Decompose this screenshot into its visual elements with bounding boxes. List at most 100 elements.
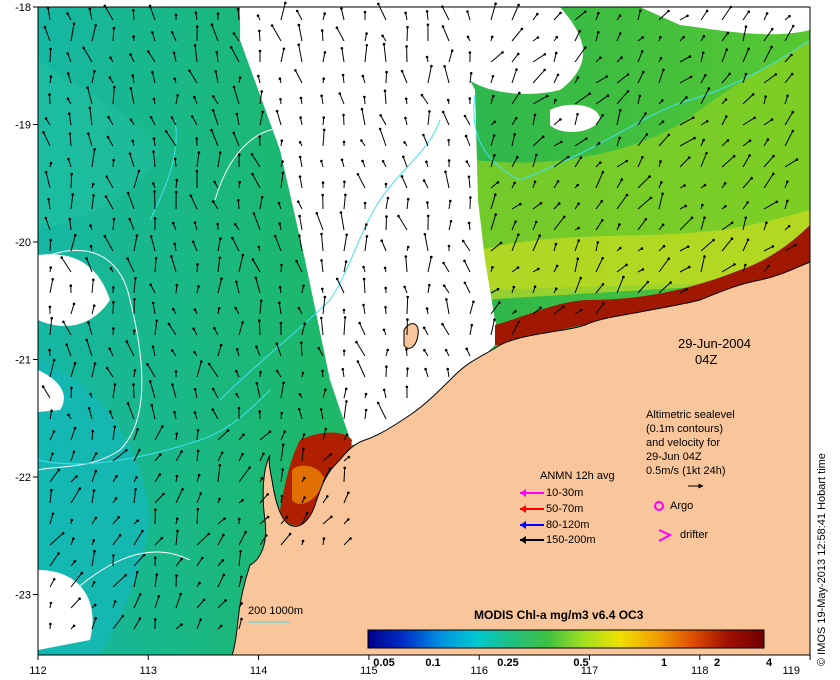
velocity-vector xyxy=(490,155,495,168)
velocity-vector xyxy=(91,71,95,84)
velocity-vector xyxy=(49,359,55,378)
velocity-vector-head xyxy=(218,256,222,260)
date-label: 29-Jun-2004 xyxy=(678,336,751,351)
colorbar-tick-label: 0.25 xyxy=(497,657,519,669)
velocity-vector-head xyxy=(298,141,302,144)
velocity-vector-head xyxy=(576,183,579,187)
velocity-vector-head xyxy=(199,618,202,621)
anmn-legend-title: ANMN 12h avg xyxy=(540,470,615,482)
velocity-vector xyxy=(190,195,198,210)
colorbar-tick-label: 4 xyxy=(765,657,773,669)
velocity-vector-head xyxy=(50,409,53,413)
velocity-vector xyxy=(70,363,76,378)
velocity-vector-head xyxy=(258,49,262,53)
velocity-vector-head xyxy=(725,48,728,51)
velocity-vector xyxy=(442,111,450,126)
velocity-vector xyxy=(448,200,451,210)
velocity-vector-head xyxy=(256,14,260,17)
velocity-vector xyxy=(364,45,368,63)
velocity-vector-head xyxy=(159,453,162,457)
velocity-vector xyxy=(658,258,670,273)
velocity-vector xyxy=(151,72,156,84)
velocity-vector xyxy=(154,426,163,441)
velocity-vector xyxy=(574,157,582,168)
velocity-vector xyxy=(238,618,242,630)
velocity-vector-head xyxy=(298,393,302,396)
velocity-vector xyxy=(511,28,523,42)
velocity-vector xyxy=(322,297,326,315)
velocity-vector-head xyxy=(690,216,694,220)
velocity-vector xyxy=(402,156,408,168)
velocity-vector xyxy=(443,285,450,294)
velocity-vector-head xyxy=(112,286,115,289)
velocity-vector xyxy=(336,278,345,294)
velocity-vector-head xyxy=(344,387,348,391)
velocity-vector xyxy=(468,176,471,189)
velocity-vector-head xyxy=(786,94,789,98)
velocity-vector xyxy=(258,320,261,336)
velocity-vector-head xyxy=(134,488,137,491)
velocity-vector-head xyxy=(132,35,135,38)
velocity-vector-head xyxy=(364,392,368,396)
velocity-vector-head xyxy=(496,287,500,291)
velocity-vector xyxy=(91,618,97,630)
velocity-vector xyxy=(217,574,225,588)
velocity-vector-head xyxy=(322,116,326,119)
velocity-vector xyxy=(299,216,303,231)
x-tick-label: 118 xyxy=(691,665,709,677)
velocity-vector xyxy=(423,180,429,189)
velocity-vector-head xyxy=(301,539,305,543)
velocity-vector-head xyxy=(400,69,404,73)
velocity-vector-head xyxy=(425,307,429,310)
velocity-vector xyxy=(280,516,288,525)
velocity-vector-head xyxy=(465,347,469,351)
velocity-vector xyxy=(196,493,202,504)
velocity-vector-head xyxy=(321,181,325,184)
velocity-vector-head xyxy=(132,329,136,333)
drifter-marker xyxy=(658,529,673,542)
velocity-vector xyxy=(259,91,263,105)
velocity-vector xyxy=(490,319,495,336)
velocity-vector-head xyxy=(129,118,133,122)
velocity-vector-head xyxy=(107,115,110,119)
velocity-vector-head xyxy=(496,181,500,184)
velocity-vector xyxy=(700,88,710,105)
velocity-vector xyxy=(217,465,221,483)
velocity-vector-head xyxy=(121,614,125,618)
coastal-high-chl xyxy=(292,465,325,504)
velocity-vector-head xyxy=(579,156,583,159)
velocity-vector xyxy=(109,411,114,420)
velocity-vector-head xyxy=(171,383,174,387)
y-tick-label: -18 xyxy=(15,2,31,14)
velocity-vector-head xyxy=(71,193,75,196)
velocity-vector-head xyxy=(347,491,350,495)
velocity-vector-head xyxy=(323,51,327,54)
velocity-vector-head xyxy=(555,35,559,39)
velocity-vector xyxy=(133,572,138,588)
velocity-vector-head xyxy=(218,463,222,467)
velocity-vector-head xyxy=(155,319,158,323)
velocity-vector xyxy=(721,222,733,231)
velocity-vector-head xyxy=(250,153,254,156)
velocity-vector-head xyxy=(625,263,628,267)
velocity-vector-head xyxy=(441,25,445,28)
velocity-vector-head xyxy=(744,72,748,76)
velocity-vector xyxy=(256,383,261,399)
velocity-vector-head xyxy=(294,69,297,72)
velocity-vector-head xyxy=(516,155,519,159)
velocity-vector-head xyxy=(382,388,386,392)
velocity-vector xyxy=(361,109,366,126)
velocity-vector xyxy=(340,8,345,21)
velocity-vector xyxy=(173,52,177,63)
velocity-vector-head xyxy=(300,341,303,345)
velocity-vector-head xyxy=(349,537,352,540)
anmn-legend-arrowhead xyxy=(520,505,526,513)
velocity-vector-head xyxy=(342,349,346,353)
velocity-vector-head xyxy=(774,73,777,76)
velocity-vector-head xyxy=(70,386,73,390)
velocity-vector-head xyxy=(211,200,215,203)
velocity-vector-head xyxy=(376,401,380,405)
velocity-vector-head xyxy=(49,238,52,242)
velocity-vector-head xyxy=(266,493,270,496)
velocity-vector-head xyxy=(173,77,176,81)
